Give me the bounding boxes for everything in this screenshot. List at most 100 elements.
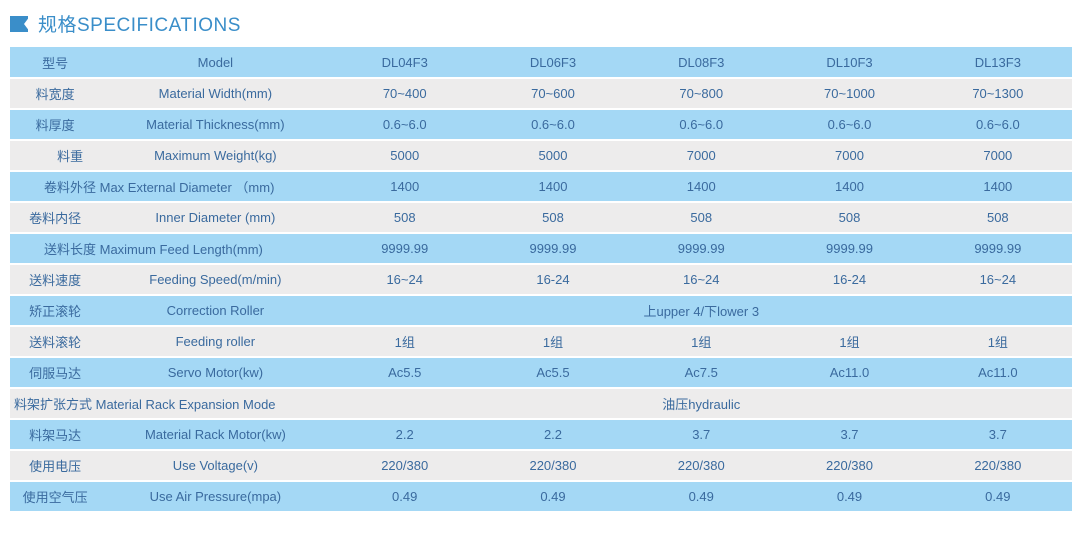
cell-value: 1组 [479,326,627,357]
cell-value: 0.6~6.0 [775,109,923,140]
table-row: 送料滚轮Feeding roller1组1组1组1组1组 [10,326,1072,357]
cell-value: 508 [775,202,923,233]
cell-value: 7000 [627,140,775,171]
table-row: 送料长度 Maximum Feed Length(mm)9999.999999.… [10,233,1072,264]
cell-value: 16-24 [775,264,923,295]
cell-value: DL08F3 [627,47,775,78]
cell-value: 1组 [331,326,479,357]
cell-value: 0.49 [924,481,1072,512]
cell-value: Ac7.5 [627,357,775,388]
page-title: 规格SPECIFICATIONS [38,10,241,37]
cell-value: Ac5.5 [479,357,627,388]
row-label: 卷料外径 Max External Diameter （mm) [10,171,331,202]
cell-value: 508 [331,202,479,233]
table-row: 料重Maximum Weight(kg)50005000700070007000 [10,140,1072,171]
row-label-cn: 料架马达 [10,419,100,450]
merged-value: 油压hydraulic [331,388,1072,419]
cell-value: 9999.99 [331,233,479,264]
cell-value: 7000 [775,140,923,171]
cell-value: 70~400 [331,78,479,109]
cell-value: 0.49 [775,481,923,512]
cell-value: 508 [924,202,1072,233]
cell-value: 3.7 [775,419,923,450]
row-label-cn: 卷料内径 [10,202,100,233]
table-row: 使用电压Use Voltage(v)220/380220/380220/3802… [10,450,1072,481]
cell-value: 1组 [775,326,923,357]
cell-value: DL10F3 [775,47,923,78]
row-label-en: Use Voltage(v) [100,450,330,481]
row-label-cn: 矫正滚轮 [10,295,100,326]
spec-header: 规格SPECIFICATIONS [10,10,1072,37]
cell-value: 1400 [627,171,775,202]
cell-value: 70~800 [627,78,775,109]
table-row: 卷料内径Inner Diameter (mm)508508508508508 [10,202,1072,233]
cell-value: 2.2 [479,419,627,450]
row-label-en: Material Rack Motor(kw) [100,419,330,450]
cell-value: 0.6~6.0 [331,109,479,140]
cell-value: 1组 [924,326,1072,357]
row-label-en: Maximum Weight(kg) [100,140,330,171]
row-label-cn: 使用电压 [10,450,100,481]
cell-value: 16-24 [479,264,627,295]
cell-value: Ac11.0 [924,357,1072,388]
row-label-en: Material Width(mm) [100,78,330,109]
cell-value: 508 [627,202,775,233]
cell-value: 220/380 [627,450,775,481]
row-label-cn: 送料滚轮 [10,326,100,357]
cell-value: DL06F3 [479,47,627,78]
cell-value: 7000 [924,140,1072,171]
cell-value: Ac11.0 [775,357,923,388]
row-label-en: Servo Motor(kw) [100,357,330,388]
cell-value: DL13F3 [924,47,1072,78]
table-row: 型号ModelDL04F3DL06F3DL08F3DL10F3DL13F3 [10,47,1072,78]
cell-value: 2.2 [331,419,479,450]
row-label-cn: 送料速度 [10,264,100,295]
table-row: 卷料外径 Max External Diameter （mm)140014001… [10,171,1072,202]
cell-value: 0.6~6.0 [627,109,775,140]
row-label-en: Correction Roller [100,295,330,326]
table-row: 料架马达Material Rack Motor(kw)2.22.23.73.73… [10,419,1072,450]
table-row: 料宽度Material Width(mm)70~40070~60070~8007… [10,78,1072,109]
merged-value: 上upper 4/下lower 3 [331,295,1072,326]
cell-value: 220/380 [479,450,627,481]
header-arrow-icon [10,16,28,32]
table-row: 送料速度Feeding Speed(m/min)16~2416-2416~241… [10,264,1072,295]
table-row: 使用空气压Use Air Pressure(mpa)0.490.490.490.… [10,481,1072,512]
cell-value: 3.7 [627,419,775,450]
cell-value: 9999.99 [775,233,923,264]
row-label-cn: 使用空气压 [10,481,100,512]
specifications-table: 型号ModelDL04F3DL06F3DL08F3DL10F3DL13F3料宽度… [10,47,1072,513]
row-label-cn: 型号 [10,47,100,78]
row-label: 料架扩张方式 Material Rack Expansion Mode [10,388,331,419]
row-label-cn: 伺服马达 [10,357,100,388]
cell-value: 70~1000 [775,78,923,109]
cell-value: 16~24 [627,264,775,295]
row-label-en: Feeding Speed(m/min) [100,264,330,295]
row-label-cn: 料重 [10,140,100,171]
cell-value: 9999.99 [479,233,627,264]
cell-value: 16~24 [331,264,479,295]
cell-value: 1400 [924,171,1072,202]
row-label-cn: 料宽度 [10,78,100,109]
cell-value: 5000 [331,140,479,171]
cell-value: 0.6~6.0 [924,109,1072,140]
cell-value: DL04F3 [331,47,479,78]
cell-value: 220/380 [331,450,479,481]
table-row: 矫正滚轮Correction Roller上upper 4/下lower 3 [10,295,1072,326]
cell-value: 220/380 [775,450,923,481]
row-label: 送料长度 Maximum Feed Length(mm) [10,233,331,264]
cell-value: 5000 [479,140,627,171]
cell-value: 9999.99 [924,233,1072,264]
cell-value: 70~600 [479,78,627,109]
cell-value: 0.6~6.0 [479,109,627,140]
row-label-en: Material Thickness(mm) [100,109,330,140]
row-label-en: Inner Diameter (mm) [100,202,330,233]
cell-value: Ac5.5 [331,357,479,388]
table-row: 料架扩张方式 Material Rack Expansion Mode油压hyd… [10,388,1072,419]
cell-value: 9999.99 [627,233,775,264]
cell-value: 0.49 [627,481,775,512]
cell-value: 0.49 [331,481,479,512]
cell-value: 1400 [775,171,923,202]
cell-value: 508 [479,202,627,233]
cell-value: 1400 [479,171,627,202]
